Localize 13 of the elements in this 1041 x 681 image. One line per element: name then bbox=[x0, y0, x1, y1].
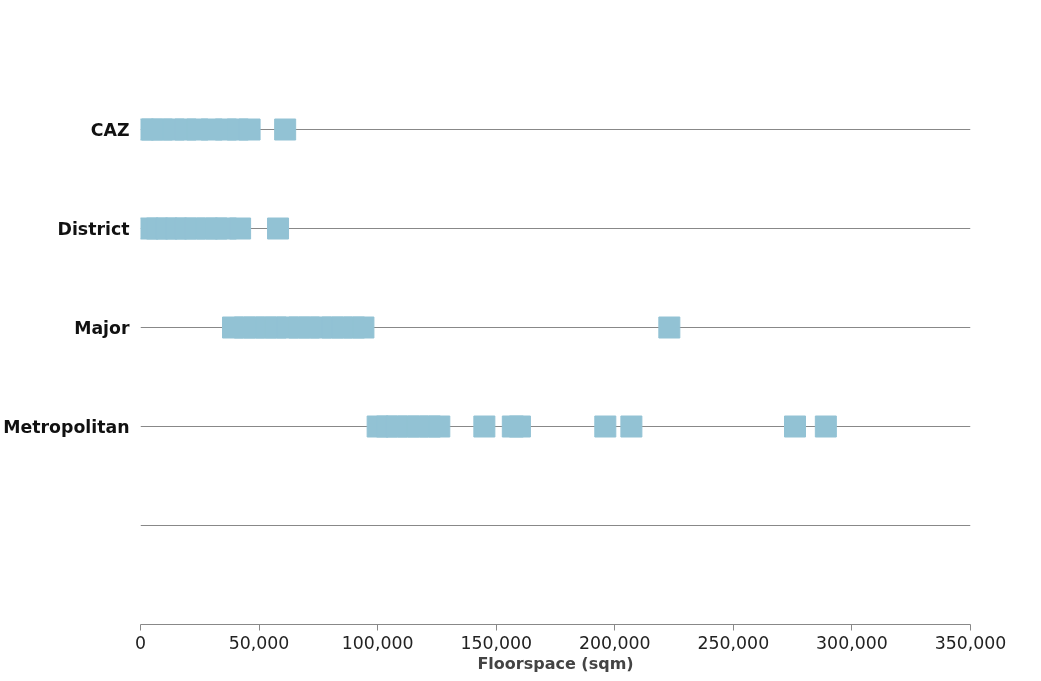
x-tick-label: 200,000 bbox=[578, 632, 651, 653]
y-tick-label: Major bbox=[74, 317, 130, 338]
x-tick-label: 150,000 bbox=[460, 632, 533, 653]
x-axis-title: Floorspace (sqm) bbox=[477, 653, 634, 673]
x-tick-label: 0 bbox=[134, 632, 147, 653]
x-tick-label: 350,000 bbox=[934, 632, 1007, 653]
x-tick-label: 50,000 bbox=[228, 632, 290, 653]
x-tick-label: 100,000 bbox=[341, 632, 414, 653]
x-tick-label: 250,000 bbox=[697, 632, 770, 653]
x-tick-label: 300,000 bbox=[816, 632, 888, 653]
y-tick-label: Metropolitan bbox=[3, 416, 130, 437]
y-tick-label: District bbox=[57, 218, 130, 239]
y-tick-label: CAZ bbox=[90, 119, 130, 140]
